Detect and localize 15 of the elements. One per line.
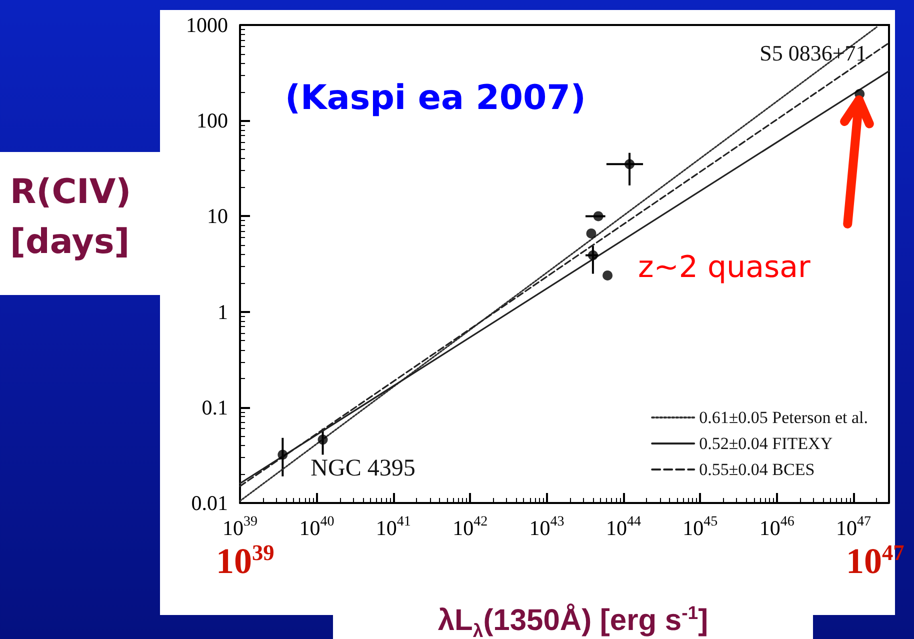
y-tick-label: 0.01 [191, 491, 228, 515]
x-axis-title: λL$_{λ}$(1350Å) [erg s$^{-1}$] [333, 590, 813, 639]
legend-label: 0.55±0.04 BCES [699, 460, 815, 479]
y-tick-label: 1 [218, 300, 228, 324]
y-tick-label: 0.1 [202, 395, 228, 420]
legend-label: 0.61±0.05 Peterson et al. [699, 408, 868, 427]
annotation: NGC 4395 [310, 456, 416, 482]
y-tick-label: 1000 [186, 13, 228, 37]
y-tick-label: 100 [196, 108, 228, 133]
text: 10$^{39}$ [216, 540, 274, 582]
annotation: (Kaspi ea 2007) [285, 78, 586, 118]
y-axis-title: R(CIV) [days] [0, 152, 172, 295]
y-tick-label: 10 [207, 204, 228, 228]
legend-label: 0.52±0.04 FITEXY [699, 434, 833, 453]
annotation: z~2 quasar [638, 250, 810, 285]
